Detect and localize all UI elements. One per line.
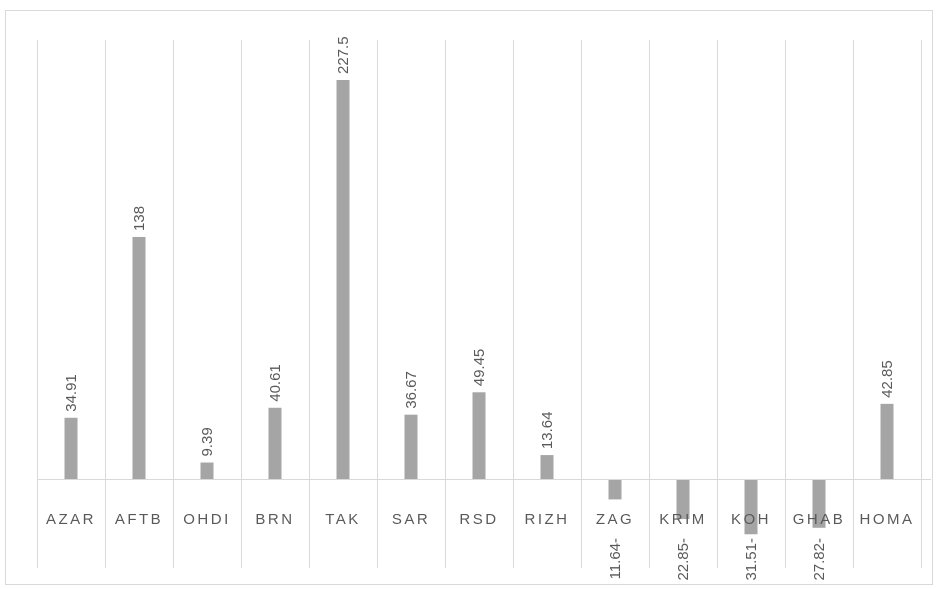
category-label: TAK bbox=[325, 511, 361, 528]
category-label: AFTB bbox=[115, 511, 163, 528]
value-label: 13.64 bbox=[539, 412, 556, 450]
value-label: 11.64- bbox=[607, 538, 624, 579]
value-label: 138 bbox=[131, 206, 148, 231]
bar-aftb bbox=[132, 236, 146, 479]
bar-sar bbox=[404, 414, 418, 479]
category-gridlines bbox=[37, 40, 922, 568]
category-label: OHDI bbox=[183, 511, 231, 528]
bar-azar bbox=[64, 417, 78, 479]
category-label: GHAB bbox=[793, 511, 846, 528]
category-label: AZAR bbox=[46, 511, 96, 528]
category-label: RIZH bbox=[525, 511, 570, 528]
bar-zag bbox=[608, 479, 622, 500]
category-label: BRN bbox=[255, 511, 294, 528]
value-labels: 34.91 138 9.39 40.61 227.5 36.67 49.45 13.64 11.… bbox=[63, 36, 896, 580]
category-label: HOMA bbox=[860, 511, 915, 528]
bar-brn bbox=[268, 407, 282, 479]
chart-frame bbox=[5, 10, 933, 585]
value-label: 42.85 bbox=[879, 360, 896, 398]
value-label: 34.91 bbox=[63, 374, 80, 412]
category-label: KOH bbox=[731, 511, 771, 528]
value-label: 49.45 bbox=[471, 349, 488, 387]
value-label: 31.51- bbox=[743, 538, 760, 581]
value-label: 27.82- bbox=[811, 538, 828, 581]
category-label: ZAG bbox=[596, 511, 634, 528]
bar-rizh bbox=[540, 455, 554, 479]
value-label: 40.61 bbox=[267, 364, 284, 402]
category-label: RSD bbox=[459, 511, 498, 528]
bar-koh bbox=[744, 479, 758, 535]
bar-krim bbox=[676, 479, 690, 520]
value-label: 9.39 bbox=[199, 427, 216, 456]
value-label: 227.5 bbox=[335, 36, 352, 74]
bar-homa bbox=[880, 403, 894, 479]
bars bbox=[64, 80, 894, 535]
category-labels: AZAR AFTB OHDI BRN TAK SAR RSD RIZH ZAG KRIM KOH GH… bbox=[46, 511, 915, 528]
bar-ohdi bbox=[200, 462, 214, 479]
category-label: SAR bbox=[392, 511, 430, 528]
bar-tak bbox=[336, 80, 350, 479]
value-label: 22.85- bbox=[675, 538, 692, 581]
value-label: 36.67 bbox=[403, 371, 420, 409]
bar-rsd bbox=[472, 392, 486, 479]
bar-ghab bbox=[812, 479, 826, 528]
category-label: KRIM bbox=[659, 511, 707, 528]
